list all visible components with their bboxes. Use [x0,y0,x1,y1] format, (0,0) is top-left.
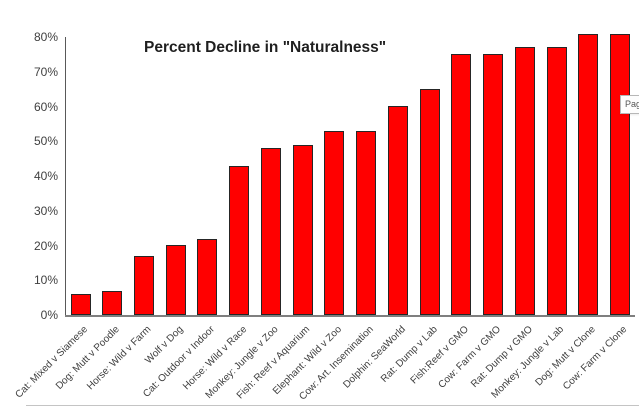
y-axis-tick-label: 20% [33,238,58,253]
bar [292,145,313,315]
bar [165,245,186,315]
bar [610,34,630,315]
y-axis-tick-label: 50% [33,134,58,149]
y-axis-tick-label: 70% [33,64,58,79]
chart-title: Percent Decline in "Naturalness" [144,39,387,56]
bar [546,47,567,315]
bar [356,131,377,315]
x-axis-category-label: Cow: Farm v Clone [561,324,630,393]
bar [197,239,218,315]
bar [514,47,535,315]
bar [70,294,91,315]
bar [260,148,281,315]
y-axis-tick-label: 0% [40,308,58,322]
bar [387,106,408,315]
bar [133,256,154,315]
y-axis-line [65,37,66,316]
bar [483,54,504,315]
bar [324,131,345,315]
bar [419,89,440,315]
bar [451,54,472,315]
y-axis-tick-label: 60% [33,99,58,114]
y-axis-tick-label: 80% [33,30,58,44]
x-axis-category-label: Rat: Dump v Lab [378,324,440,385]
x-axis-line [65,315,635,317]
y-axis-tick-label: 40% [33,169,58,183]
page-indicator-text: Pag [625,99,639,109]
y-axis-tick-label: 30% [33,203,58,218]
bar [102,291,123,315]
x-axis-category-label: Fish:Reef v GMO [408,324,472,387]
bar [578,34,599,315]
bar [229,166,250,315]
bottom-divider-line [26,405,639,406]
page-indicator-tooltip: Pag [620,95,639,114]
y-axis-tick-label: 10% [33,273,58,288]
